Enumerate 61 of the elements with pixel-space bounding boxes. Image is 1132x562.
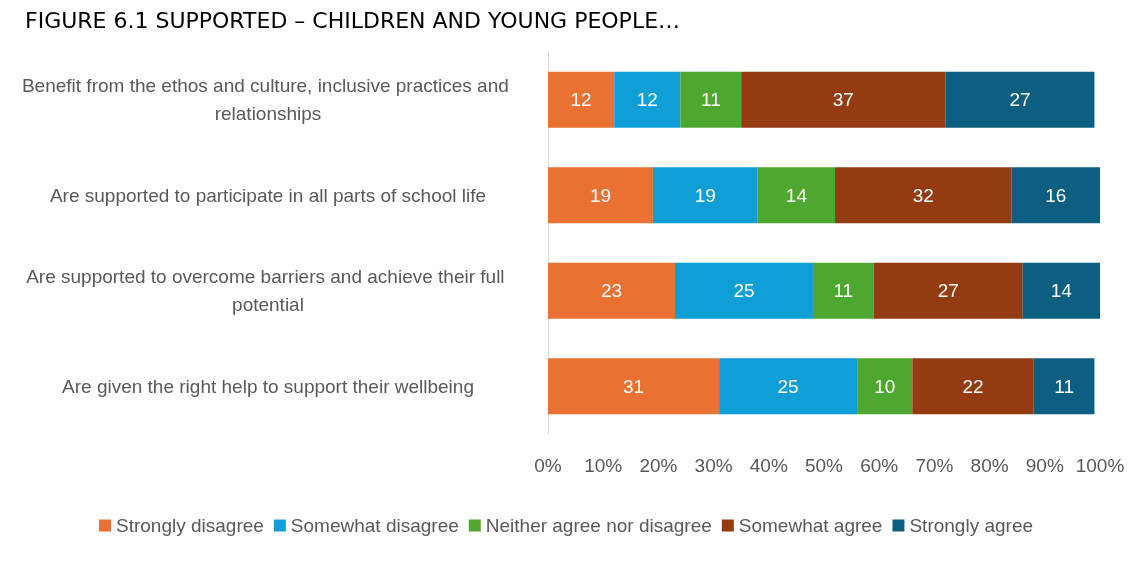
data-label: 27 [937,280,959,302]
x-tick-label: 10% [584,455,623,476]
x-tick-label: 20% [639,455,678,476]
data-label: 12 [570,89,592,111]
bar [912,358,1034,415]
x-tick-label: 30% [694,455,733,476]
bar [719,358,858,415]
legend-label: Somewhat disagree [290,515,459,536]
bar [548,358,720,415]
bar [548,167,653,224]
legend-label: Somewhat agree [738,515,883,536]
bar [548,262,675,319]
x-tick-label: 100% [1075,455,1125,476]
y-tick-label: Are given the right help to support their wellbeing [62,375,474,397]
bar [812,262,874,319]
data-label: 19 [589,184,612,206]
x-tick-label: 70% [915,455,954,476]
bar [945,71,1095,128]
x-tick-label: 50% [804,455,844,476]
legend-label: Strongly disagree [115,515,264,536]
bar [857,358,913,415]
legend-label: Strongly agree [909,515,1034,536]
x-tick-label: 0% [534,455,562,476]
bar [757,167,836,224]
bar [548,71,615,128]
x-tick-label: 60% [860,455,899,476]
data-label: 25 [733,280,755,302]
data-label: 37 [832,89,854,111]
y-tick-label: Benefit from the ethos and culture, inclusive practices and relationships [21,75,515,125]
bar [741,71,946,128]
bar [835,167,1012,224]
data-label: 31 [622,375,645,397]
bar [1033,358,1095,415]
bar [1022,262,1100,319]
data-label: 16 [1045,184,1067,206]
data-label: 22 [962,375,984,397]
x-tick-label: 90% [1025,455,1064,476]
data-label: 19 [694,184,716,206]
data-label: 11 [833,280,854,302]
data-label: 12 [636,89,658,111]
data-label: 10 [874,375,896,397]
y-tick-label: Are supported to participate in all parts of school life [49,184,487,206]
data-label: 14 [1050,280,1073,302]
bar [652,167,758,224]
data-label: 14 [785,184,808,206]
x-tick-label: 80% [970,455,1009,476]
legend-label: Neither agree nor disagree [485,515,712,536]
data-label: 32 [912,184,934,206]
bar [614,71,681,128]
data-label: 23 [600,280,623,302]
data-label: 25 [777,375,799,397]
bar [1011,167,1100,224]
y-tick-label: Are supported to overcome barriers and achieve their full potential [26,266,510,316]
bar [680,71,742,128]
bar [873,262,1023,319]
data-label: 11 [700,89,721,111]
bar [674,262,813,319]
text: FIGURE 6.1 SUPPORTED – CHILDREN AND YOUNG PEOPLE… [25,7,681,33]
x-tick-label: 40% [749,455,788,476]
data-label: 27 [1009,89,1031,111]
data-label: 11 [1054,375,1074,397]
